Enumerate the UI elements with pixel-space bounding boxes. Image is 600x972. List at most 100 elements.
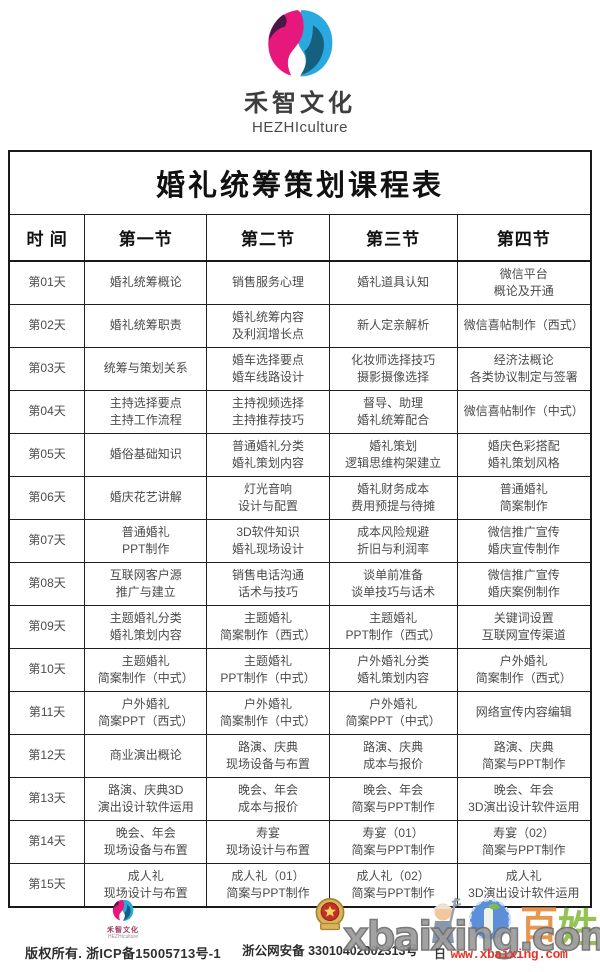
brand-name: 禾智文化 xyxy=(244,90,356,117)
table-row: 第04天 主持选择要点 主持工作流程 主持视频选择 主持推荐技巧 督导、助理 婚礼统筹… xyxy=(8,390,592,434)
table-row: 第10天 主题婚礼 简案制作（中式） 主题婚礼 PPT制作（中式） 户外婚礼分类 婚礼… xyxy=(8,648,592,692)
day-cell: 第11天 xyxy=(8,691,86,735)
table-row: 第09天 主题婚礼分类 婚礼策划内容 主题婚礼 简案制作（西式） 主题婚礼 PPT制作… xyxy=(8,605,592,649)
lesson-cell: 路演、庆典 简案与PPT制作 xyxy=(456,734,592,778)
lesson-cell: 灯光音响 设计与配置 xyxy=(206,476,330,520)
lesson-cell: 成人礼 现场设计与布置 xyxy=(84,863,208,908)
day-cell: 第02天 xyxy=(8,304,86,348)
footer-brand-name: 禾智文化 xyxy=(107,927,139,934)
lesson-cell: 户外婚礼分类 婚礼策划内容 xyxy=(328,648,458,692)
lesson-cell: 网络宣传内容编辑 xyxy=(456,691,592,735)
table-row: 第03天 统筹与策划关系 婚车选择要点 婚车线路设计 化妆师选择技巧 摄影摄像选择 经济… xyxy=(8,347,592,391)
mascot-char-xing: 姓 xyxy=(558,906,598,951)
baixing-mascot-icon: 百 姓 xyxy=(432,897,598,951)
lesson-cell: 寿宴 现场设计与布置 xyxy=(206,820,330,864)
watermark-text: xbaixing.com xyxy=(343,914,600,961)
table-title-row: 婚礼统筹策划课程表 xyxy=(8,150,592,215)
table-body: 第01天 婚礼统筹概论 销售服务心理 婚礼道具认知 微信平台 概论及开通 第02天 婚礼统筹… xyxy=(8,260,592,908)
day-cell: 第01天 xyxy=(8,260,86,305)
table-row: 第07天 普通婚礼 PPT制作 3D软件知识 婚礼现场设计 成本风险规避 折旧与利润率… xyxy=(8,519,592,563)
lesson-cell: 主持选择要点 主持工作流程 xyxy=(84,390,208,434)
brand-name-en: HEZHIculture xyxy=(251,119,349,136)
lesson-cell: 主题婚礼 PPT制作（中式） xyxy=(206,648,330,692)
lesson-cell: 微信推广宣传 婚庆宣传制作 xyxy=(456,519,592,563)
lesson-cell: 主题婚礼 简案制作（西式） xyxy=(206,605,330,649)
table-row: 第08天 互联网客户源 推广与建立 销售电话沟通 话术与技巧 谈单前准备 谈单技巧与话… xyxy=(8,562,592,606)
lesson-cell: 主题婚礼 简案制作（中式） xyxy=(84,648,208,692)
lesson-cell: 户外婚礼 简案制作（西式） xyxy=(456,648,592,692)
day-cell: 第10天 xyxy=(8,648,86,692)
lesson-cell: 主持视频选择 主持推荐技巧 xyxy=(206,390,330,434)
lesson-cell: 新人定亲解析 xyxy=(328,304,458,348)
lesson-cell: 3D软件知识 婚礼现场设计 xyxy=(206,519,330,563)
lesson-cell: 销售服务心理 xyxy=(206,260,330,305)
footer-watermark-logo-block: 百 姓 日 www.xbaixing.com xyxy=(420,896,600,963)
table-title: 婚礼统筹策划课程表 xyxy=(8,150,592,215)
lesson-cell: 成人礼 3D演出设计软件运用 xyxy=(456,863,592,908)
day-cell: 第05天 xyxy=(8,433,86,477)
brand-header: 禾智文化 HEZHIculture xyxy=(0,0,600,136)
column-header-lesson3: 第三节 xyxy=(328,214,458,262)
lesson-cell: 婚俗基础知识 xyxy=(84,433,208,477)
lesson-cell: 主题婚礼分类 婚礼策划内容 xyxy=(84,605,208,649)
day-cell: 第07天 xyxy=(8,519,86,563)
lesson-cell: 婚礼道具认知 xyxy=(328,260,458,305)
table-header-row: 时 间 第一节 第二节 第三节 第四节 xyxy=(8,214,592,262)
mascot-char-bai: 百 xyxy=(520,905,558,947)
lesson-cell: 婚庆色彩搭配 婚礼策划风格 xyxy=(456,433,592,477)
day-cell: 第03天 xyxy=(8,347,86,391)
day-cell: 第08天 xyxy=(8,562,86,606)
table-row: 第11天 户外婚礼 简案PPT（西式） 户外婚礼 简案制作（中式） 户外婚礼 简案PP… xyxy=(8,691,592,735)
footer-security-block: 浙公网安备 33010402002313号 xyxy=(235,897,425,959)
lesson-cell: 经济法概论 各类协议制定与签署 xyxy=(456,347,592,391)
table-row: 第12天 商业演出概论 路演、庆典 现场设备与布置 路演、庆典 成本与报价 路演、庆典 … xyxy=(8,734,592,778)
watermark-url-text: www.xbaixing.com xyxy=(450,947,568,962)
lesson-cell: 婚车选择要点 婚车线路设计 xyxy=(206,347,330,391)
day-cell: 第14天 xyxy=(8,820,86,864)
lesson-cell: 督导、助理 婚礼统筹配合 xyxy=(328,390,458,434)
lesson-cell: 户外婚礼 简案制作（中式） xyxy=(206,691,330,735)
lesson-cell: 晚会、年会 3D演出设计软件运用 xyxy=(456,777,592,821)
lesson-cell: 谈单前准备 谈单技巧与话术 xyxy=(328,562,458,606)
hezhi-logo-icon xyxy=(268,10,333,77)
lesson-cell: 晚会、年会 简案与PPT制作 xyxy=(328,777,458,821)
lesson-cell: 微信喜帖制作（西式） xyxy=(456,304,592,348)
lesson-cell: 成人礼（02） 简案与PPT制作 xyxy=(328,863,458,908)
lesson-cell: 婚礼策划 逻辑思维构架建立 xyxy=(328,433,458,477)
lesson-cell: 微信喜帖制作（中式） xyxy=(456,390,592,434)
lesson-cell: 寿宴（02） 简案与PPT制作 xyxy=(456,820,592,864)
lesson-cell: 成人礼（01） 简案与PPT制作 xyxy=(206,863,330,908)
lesson-cell: 微信平台 概论及开通 xyxy=(456,260,592,305)
lesson-cell: 路演、庆典 现场设备与布置 xyxy=(206,734,330,778)
lesson-cell: 统筹与策划关系 xyxy=(84,347,208,391)
lesson-cell: 晚会、年会 成本与报价 xyxy=(206,777,330,821)
hezhi-logo-small-icon xyxy=(112,899,134,921)
day-cell: 第15天 xyxy=(8,863,86,908)
lesson-cell: 普通婚礼 简案制作 xyxy=(456,476,592,520)
lesson-cell: 路演、庆典3D 演出设计软件运用 xyxy=(84,777,208,821)
lesson-cell: 化妆师选择技巧 摄影摄像选择 xyxy=(328,347,458,391)
police-badge-icon xyxy=(315,897,345,931)
column-header-time: 时 间 xyxy=(8,214,86,262)
lesson-cell: 婚礼统筹内容 及利润增长点 xyxy=(206,304,330,348)
day-cell: 第13天 xyxy=(8,777,86,821)
table-row: 第02天 婚礼统筹职责 婚礼统筹内容 及利润增长点 新人定亲解析 微信喜帖制作（西式） xyxy=(8,304,592,348)
column-header-lesson1: 第一节 xyxy=(84,214,208,262)
lesson-cell: 婚庆花艺讲解 xyxy=(84,476,208,520)
day-cell: 第04天 xyxy=(8,390,86,434)
lesson-cell: 户外婚礼 简案PPT（西式） xyxy=(84,691,208,735)
lesson-cell: 户外婚礼 简案PPT（中式） xyxy=(328,691,458,735)
lesson-cell: 婚礼统筹职责 xyxy=(84,304,208,348)
lesson-cell: 关键词设置 互联网宣传渠道 xyxy=(456,605,592,649)
column-header-lesson2: 第二节 xyxy=(206,214,330,262)
table-row: 第06天 婚庆花艺讲解 灯光音响 设计与配置 婚礼财务成本 费用预提与待摊 普通婚礼 简… xyxy=(8,476,592,520)
lesson-cell: 婚礼财务成本 费用预提与待摊 xyxy=(328,476,458,520)
watermark-url-prefix: 日 xyxy=(434,947,447,961)
lesson-cell: 普通婚礼分类 婚礼策划内容 xyxy=(206,433,330,477)
lesson-cell: 普通婚礼 PPT制作 xyxy=(84,519,208,563)
day-cell: 第09天 xyxy=(8,605,86,649)
lesson-cell: 寿宴（01） 简案与PPT制作 xyxy=(328,820,458,864)
table-row: 第15天 成人礼 现场设计与布置 成人礼（01） 简案与PPT制作 成人礼（02） 简… xyxy=(8,863,592,908)
course-table: 婚礼统筹策划课程表 时 间 第一节 第二节 第三节 第四节 第01天 婚礼统筹概论… xyxy=(8,150,592,908)
watermark-url-line: 日 www.xbaixing.com xyxy=(434,945,568,963)
